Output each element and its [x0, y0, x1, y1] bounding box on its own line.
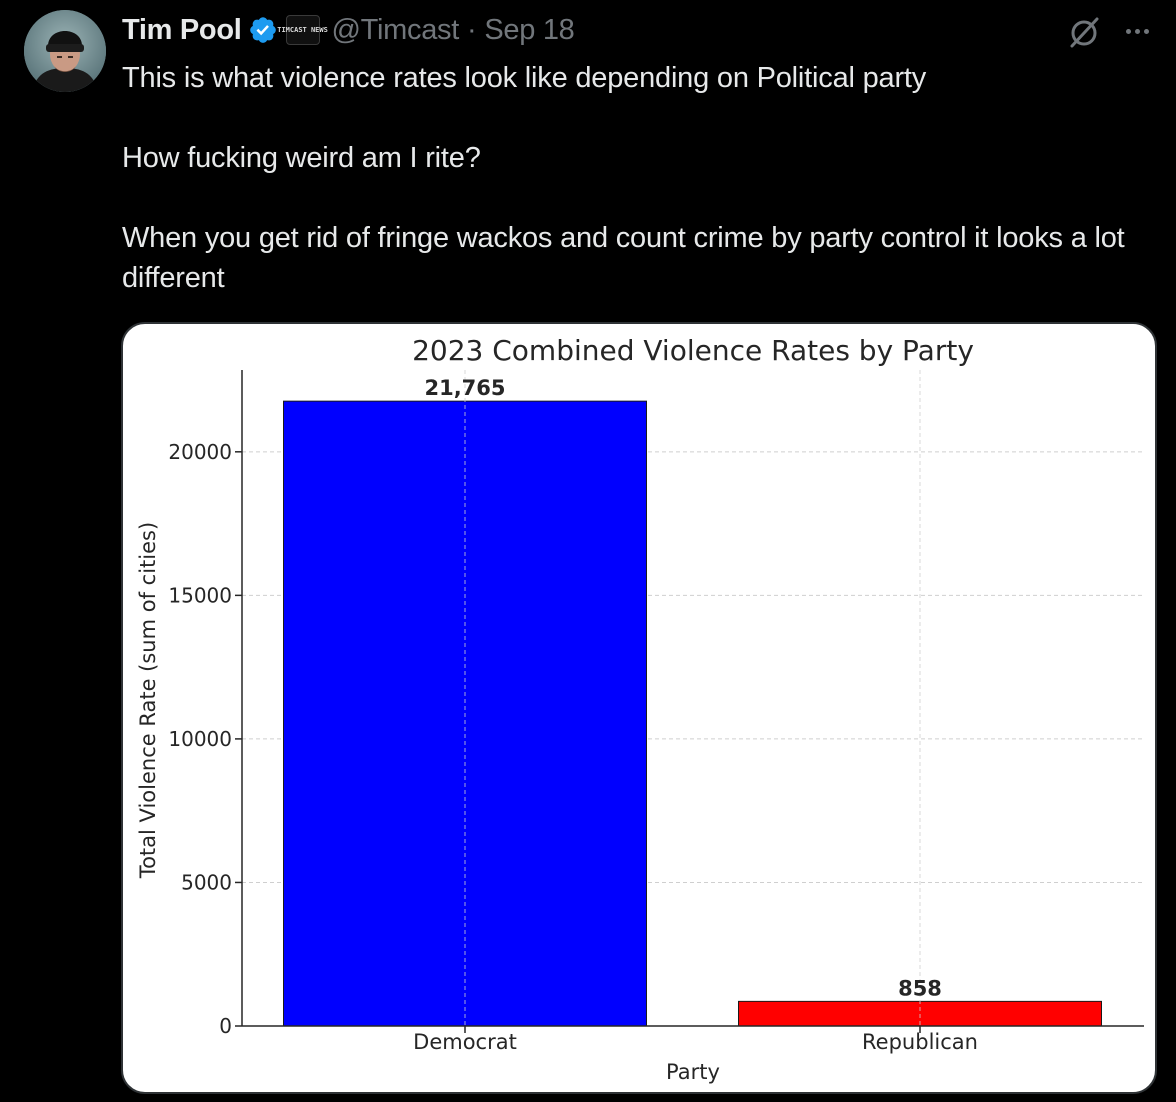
grok-icon[interactable] — [1066, 14, 1102, 50]
author-handle[interactable]: @Timcast — [331, 13, 460, 46]
more-icon[interactable] — [1118, 16, 1156, 46]
y-tick-label: 0 — [219, 1014, 232, 1038]
x-axis-label: Party — [666, 1060, 720, 1084]
avatar-image — [24, 10, 106, 92]
more-dot — [1143, 28, 1149, 34]
y-tick-label: 5000 — [181, 870, 232, 894]
affiliate-badge-text: TIMCAST NEWS — [277, 25, 328, 34]
tweet-header: Tim Pool TIMCAST NEWS @Timcast · Sep 18 — [122, 10, 575, 50]
y-tick-label: 10000 — [168, 727, 232, 751]
x-grid-overlay — [464, 370, 921, 1026]
x-tick-label: Democrat — [413, 1030, 517, 1054]
tweet-paragraph: This is what violence rates look like de… — [122, 62, 927, 94]
value-label: 21,765 — [424, 376, 505, 400]
avatar[interactable] — [24, 10, 106, 92]
y-tick-label: 20000 — [168, 440, 232, 464]
axes — [241, 370, 1144, 1027]
y-tick-label: 15000 — [168, 583, 232, 607]
chart-title: 2023 Combined Violence Rates by Party — [412, 334, 974, 367]
header-separator: · — [467, 13, 477, 46]
bars — [283, 400, 1102, 1027]
author-display-name[interactable]: Tim Pool — [122, 13, 242, 46]
more-dot — [1134, 28, 1140, 34]
more-dot — [1125, 28, 1131, 34]
value-labels: 21,765 858 — [424, 376, 941, 1000]
tweet-media-image[interactable]: 0 5000 10000 15000 20000 Democrat Republican 2… — [121, 322, 1157, 1094]
ticks: 0 5000 10000 15000 20000 Democrat Republican — [168, 440, 978, 1054]
value-label: 858 — [898, 976, 942, 1000]
bar-chart: 0 5000 10000 15000 20000 Democrat Republican 2… — [136, 334, 1144, 1084]
tweet-paragraph: When you get rid of fringe wackos and co… — [122, 222, 1125, 294]
x-tick-label: Republican — [862, 1030, 978, 1054]
verified-badge-icon — [248, 15, 278, 45]
y-axis-label: Total Violence Rate (sum of cities) — [136, 522, 160, 879]
tweet-date[interactable]: Sep 18 — [484, 13, 575, 46]
tweet-text: This is what violence rates look like de… — [122, 58, 1162, 298]
affiliate-badge-icon[interactable]: TIMCAST NEWS — [277, 15, 328, 45]
tweet-paragraph: How fucking weird am I rite? — [122, 142, 481, 174]
